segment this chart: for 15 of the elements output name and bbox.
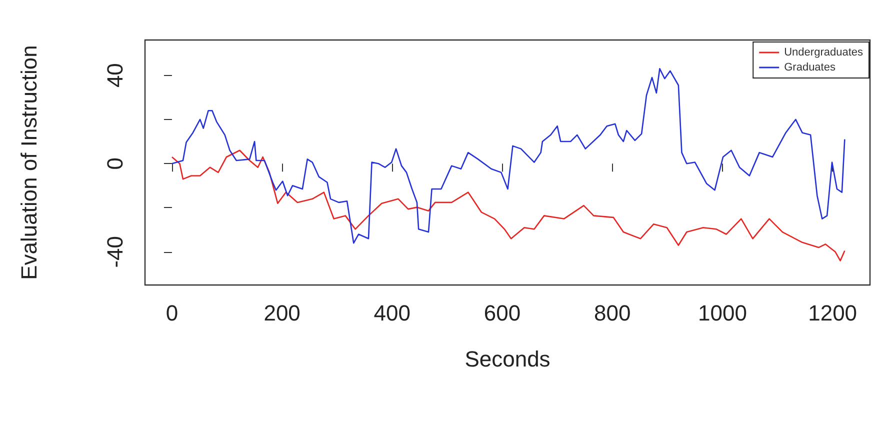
x-tick-label: 400 <box>374 300 411 326</box>
y-axis-title: Evaluation of Instruction <box>16 45 42 280</box>
x-tick-label: 200 <box>264 300 300 326</box>
line-series <box>171 150 846 262</box>
x-axis-title: Seconds <box>464 346 550 372</box>
x-tick-label: 800 <box>594 300 631 326</box>
legend-label: Graduates <box>784 62 836 74</box>
y-tick-label: -40 <box>102 236 128 268</box>
x-tick-label: 0 <box>166 300 178 326</box>
y-tick-label: 0 <box>102 157 128 170</box>
legend-label: Undergraduates <box>784 46 864 58</box>
y-tick-label: 40 <box>102 63 128 88</box>
x-tick-label: 1200 <box>808 300 858 326</box>
x-tick-label: 600 <box>484 300 521 326</box>
x-tick-label: 1000 <box>698 300 747 326</box>
